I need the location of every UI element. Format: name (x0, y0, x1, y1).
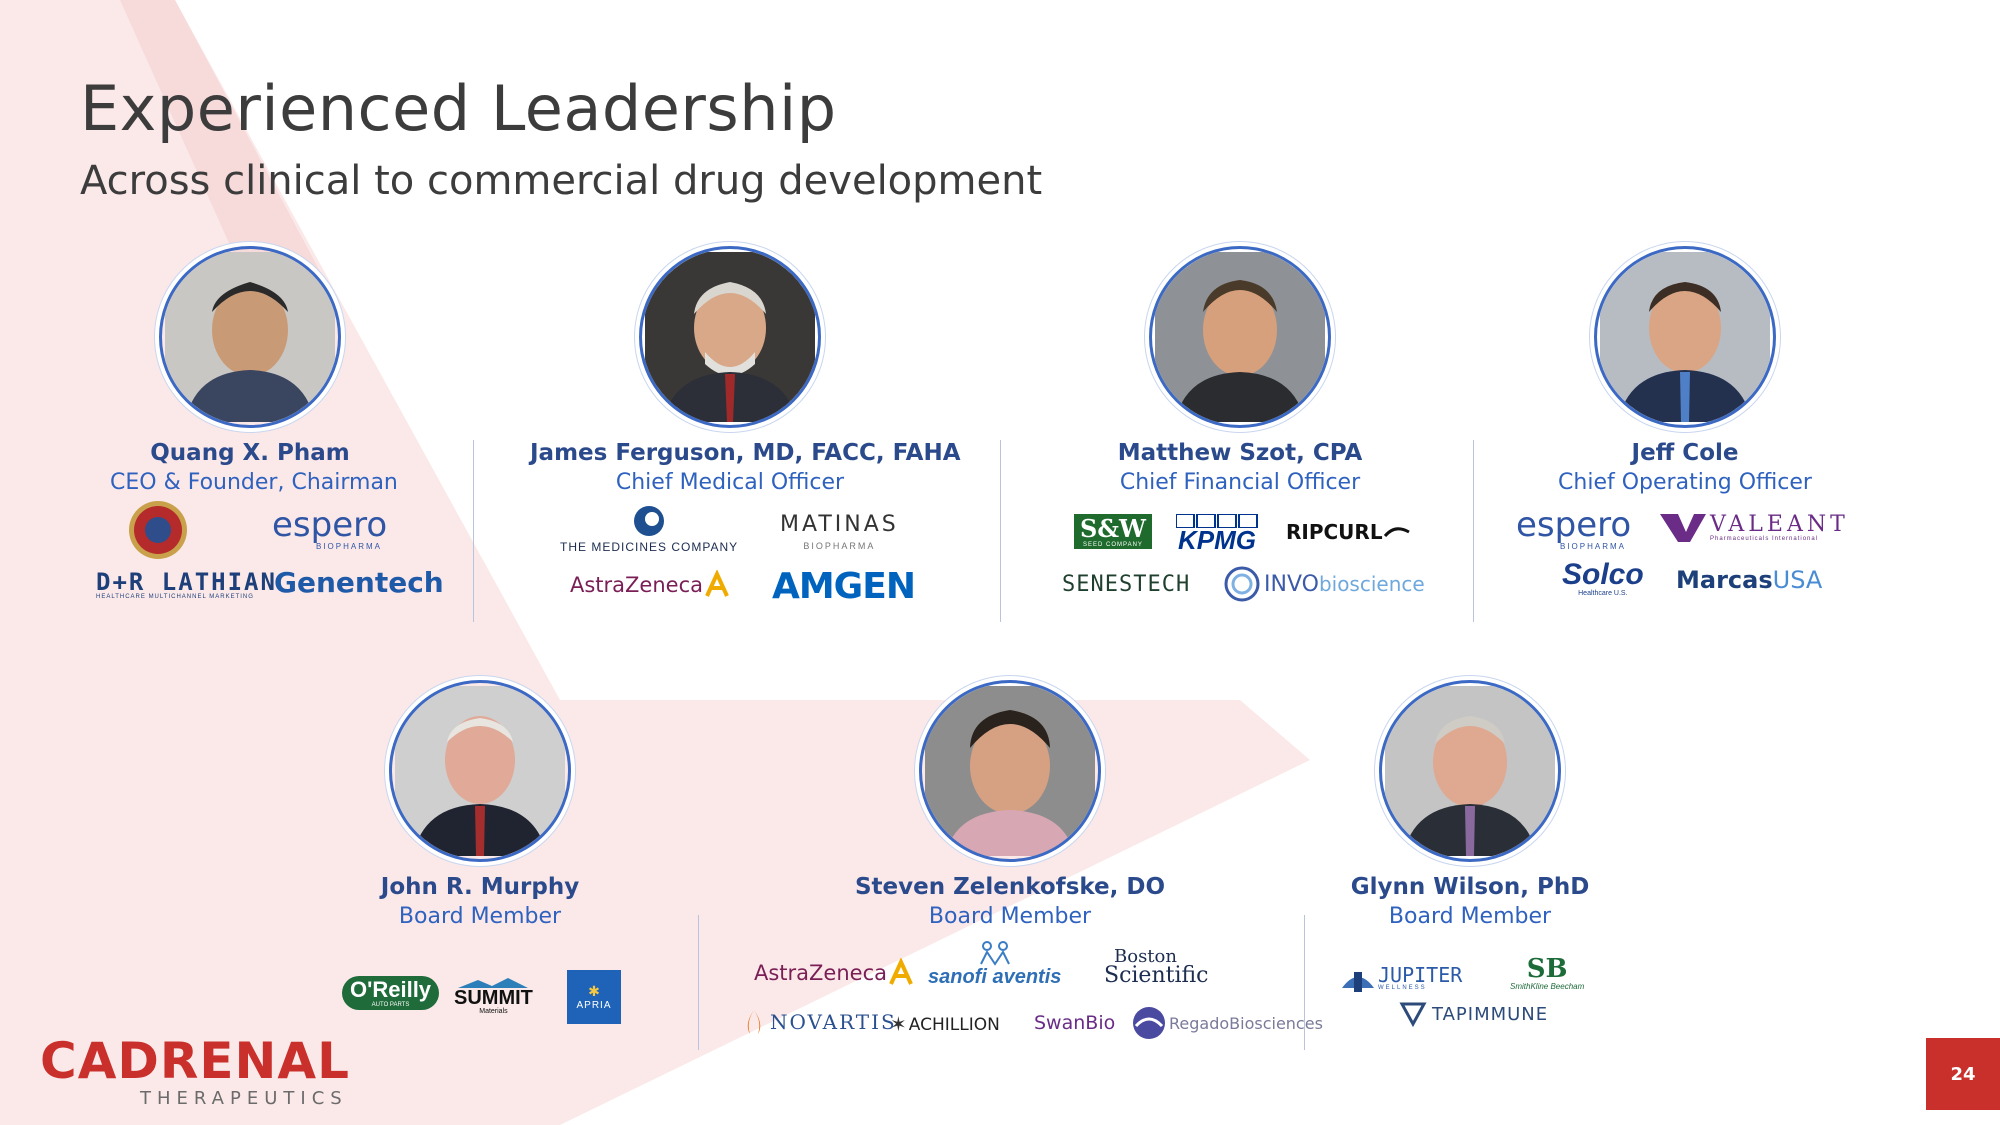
espero-logo: espero BIOPHARMA (272, 505, 388, 551)
swanbio-logo: SwanBio (1034, 1012, 1116, 1034)
achillion-logo: ✶ ACHILLION (890, 1014, 1000, 1036)
person-name: Quang X. Pham (150, 440, 350, 466)
column-divider (1473, 440, 1474, 622)
avatar (159, 246, 341, 428)
genentech-logo: Genentech (274, 566, 444, 599)
astrazeneca-logo: AstraZeneca (754, 958, 915, 988)
kpmg-logo: KPMG (1176, 514, 1258, 553)
summit-materials-logo: SUMMIT Materials (454, 978, 533, 1015)
person-card-steven-zelenkofske: Steven Zelenkofske, DO Board Member (850, 680, 1170, 929)
column-divider (1304, 915, 1305, 1050)
person-role: CEO & Founder, Chairman (110, 470, 398, 495)
person-role: Chief Financial Officer (1119, 470, 1361, 495)
ripcurl-logo: RIPCURL (1286, 520, 1411, 544)
invo-bioscience-logo: INVO bioscience (1224, 566, 1425, 602)
smithkline-beecham-logo: SB SmithKline Beecham (1510, 954, 1585, 991)
boston-scientific-logo: Boston Scientific (1104, 946, 1209, 988)
avatar (1149, 246, 1331, 428)
person-role: Board Member (1388, 904, 1552, 929)
cadrenal-logo: CADRENAL THERAPEUTICS (40, 1032, 350, 1109)
senestech-logo: SENESTECH (1062, 572, 1191, 597)
person-role: Board Member (928, 904, 1092, 929)
person-card-john-murphy: John R. Murphy Board Member (340, 680, 620, 929)
regado-biosciences-logo: RegadoBiosciences (1132, 1006, 1323, 1040)
page-title: Experienced Leadership (80, 72, 837, 145)
apria-logo: ✱ APRIA (567, 970, 621, 1024)
person-card-matthew-szot: Matthew Szot, CPA Chief Financial Office… (1090, 246, 1390, 495)
valeant-logo: VALEANT Pharmaceuticals International (1660, 514, 1849, 542)
oreilly-logo: O'Reilly AUTO PARTS (342, 976, 440, 1010)
person-card-glynn-wilson: Glynn Wilson, PhD Board Member (1320, 680, 1620, 929)
tapimmune-logo: TAPIMMUNE (1398, 1000, 1548, 1028)
person-role: Chief Medical Officer (615, 470, 845, 495)
avatar (639, 246, 821, 428)
avatar (919, 680, 1101, 862)
sw-seed-logo: S&W SEED COMPANY (1074, 514, 1152, 549)
marcas-usa-logo: Marcas USA (1676, 566, 1823, 594)
avatar (1594, 246, 1776, 428)
person-name: John R. Murphy (380, 874, 580, 900)
person-role: Board Member (398, 904, 562, 929)
astrazeneca-logo: AstraZeneca (570, 570, 731, 600)
person-role: Chief Operating Officer (1558, 470, 1812, 495)
jupiter-wellness-logo: JUPITER WELLNESS (1340, 962, 1462, 994)
amgen-logo: AMGEN (772, 566, 916, 607)
page-number: 24 (1926, 1038, 2000, 1110)
avatar (1379, 680, 1561, 862)
person-name: Jeff Cole (1631, 440, 1739, 466)
person-name: Steven Zelenkofske, DO (854, 874, 1166, 900)
person-name: James Ferguson, MD, FACC, FAHA (530, 440, 961, 466)
person-name: Matthew Szot, CPA (1117, 440, 1363, 466)
dr-lathian-logo: D+R LATHIAN HEALTHCARE MULTICHANNEL MARK… (96, 568, 277, 600)
column-divider (698, 915, 699, 1050)
solco-logo: Solco Healthcare U.S. (1562, 558, 1644, 598)
avatar (389, 680, 571, 862)
marine-corps-logo (128, 500, 188, 560)
espero-logo: espero BIOPHARMA (1516, 505, 1632, 551)
medicines-company-logo: THE MEDICINES COMPANY (560, 504, 738, 554)
novartis-logo: NOVARTIS (742, 1008, 897, 1036)
matinas-logo: MATINAS BIOPHARMA (780, 512, 899, 551)
page-subtitle: Across clinical to commercial drug devel… (80, 158, 1043, 204)
person-name: Glynn Wilson, PhD (1350, 874, 1590, 900)
person-card-jeff-cole: Jeff Cole Chief Operating Officer (1535, 246, 1835, 495)
column-divider (1000, 440, 1001, 622)
person-card-james-ferguson: James Ferguson, MD, FACC, FAHA Chief Med… (530, 246, 961, 495)
column-divider (473, 440, 474, 622)
person-card-quang-pham: Quang X. Pham CEO & Founder, Chairman (110, 246, 398, 495)
sanofi-aventis-logo: sanofi aventis (928, 940, 1061, 989)
